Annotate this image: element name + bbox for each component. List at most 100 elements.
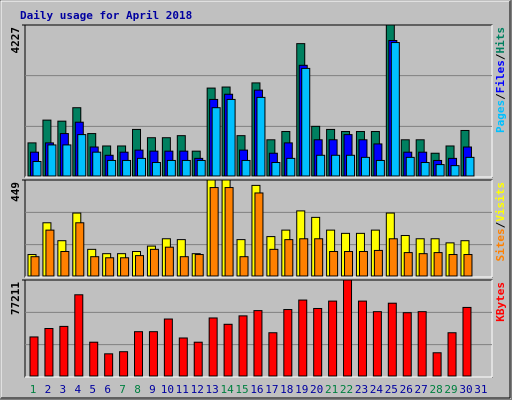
x-tick-label: 5: [89, 383, 96, 396]
bar: [447, 332, 457, 377]
legend-entry: Visits: [494, 182, 507, 222]
bar: [417, 311, 427, 377]
x-tick-label: 7: [119, 383, 126, 396]
bar: [239, 256, 249, 277]
bar: [104, 353, 114, 377]
legend-entry: KBytes: [494, 282, 507, 322]
bar: [74, 294, 84, 377]
bar: [29, 336, 39, 377]
bar: [358, 251, 368, 277]
bar: [166, 159, 176, 177]
bar: [256, 96, 266, 177]
bar: [151, 162, 161, 177]
bar: [299, 238, 309, 277]
bar: [208, 317, 218, 377]
y-tick-label: 77211: [9, 282, 22, 315]
x-tick-label: 13: [206, 383, 219, 396]
chart-title: Daily usage for April 2018: [20, 9, 192, 22]
x-tick-label: 14: [220, 383, 234, 396]
bar: [343, 279, 353, 377]
bar: [329, 251, 339, 277]
bar: [179, 256, 189, 277]
bar: [135, 255, 145, 277]
bar: [286, 157, 296, 177]
legend: KBytes: [494, 282, 507, 322]
bar: [360, 156, 370, 177]
bar: [193, 341, 203, 377]
x-tick-label: 29: [444, 383, 457, 396]
bar: [224, 187, 234, 277]
x-tick-label: 3: [60, 383, 67, 396]
bar: [284, 239, 294, 277]
bar: [328, 300, 338, 377]
bar: [241, 159, 251, 177]
bar: [105, 257, 115, 277]
bar: [357, 300, 367, 377]
bar: [209, 187, 219, 277]
x-tick-label: 31: [474, 383, 487, 396]
x-tick-label: 18: [280, 383, 293, 396]
legend-separator: /: [494, 53, 507, 60]
bar: [269, 248, 279, 277]
bar: [463, 254, 473, 277]
bar: [373, 249, 383, 277]
legend-separator: /: [494, 93, 507, 100]
x-tick-label: 27: [415, 383, 428, 396]
bar: [196, 159, 206, 177]
bar: [163, 318, 173, 377]
x-tick-label: 24: [370, 383, 384, 396]
bar: [89, 341, 99, 377]
bar: [387, 302, 397, 377]
bar: [211, 107, 221, 177]
x-tick-label: 28: [429, 383, 442, 396]
bar: [388, 238, 398, 277]
bar: [60, 251, 70, 277]
bar: [271, 162, 281, 177]
x-tick-label: 22: [340, 383, 353, 396]
bar: [346, 154, 356, 177]
bar: [465, 156, 475, 177]
x-tick-label: 20: [310, 383, 323, 396]
bar: [418, 253, 428, 277]
bar: [313, 307, 323, 377]
x-tick-label: 26: [400, 383, 413, 396]
x-tick-label: 10: [161, 383, 174, 396]
legend-entry: Files: [494, 60, 507, 93]
x-tick-label: 12: [191, 383, 204, 396]
y-tick-label: 449: [9, 182, 22, 202]
bar: [178, 337, 188, 377]
bar: [75, 222, 85, 277]
bar: [44, 328, 54, 377]
bar: [402, 312, 412, 377]
bar: [238, 315, 248, 377]
bar: [450, 165, 460, 177]
bar: [62, 144, 72, 177]
bar: [32, 161, 42, 177]
x-tick-label: 30: [459, 383, 472, 396]
bar: [375, 159, 385, 177]
bar: [107, 159, 117, 177]
bar: [432, 352, 442, 377]
bar: [122, 159, 132, 177]
x-tick-label: 1: [30, 383, 37, 396]
bar: [253, 310, 263, 377]
bar: [226, 98, 236, 177]
bar: [181, 159, 191, 177]
bar: [448, 254, 458, 277]
x-tick-label: 23: [355, 383, 368, 396]
bar: [120, 257, 130, 277]
bar: [137, 157, 147, 177]
bar: [223, 323, 233, 377]
legend: Pages/Files/Hits: [494, 27, 507, 133]
bar: [298, 299, 308, 377]
bar: [283, 309, 293, 377]
bar: [45, 229, 55, 277]
bar: [390, 42, 400, 177]
x-tick-label: 6: [104, 383, 111, 396]
bar: [268, 332, 278, 377]
bar: [119, 351, 129, 377]
bar: [301, 67, 311, 177]
x-tick-label: 2: [45, 383, 52, 396]
legend-entry: Hits: [494, 27, 507, 54]
